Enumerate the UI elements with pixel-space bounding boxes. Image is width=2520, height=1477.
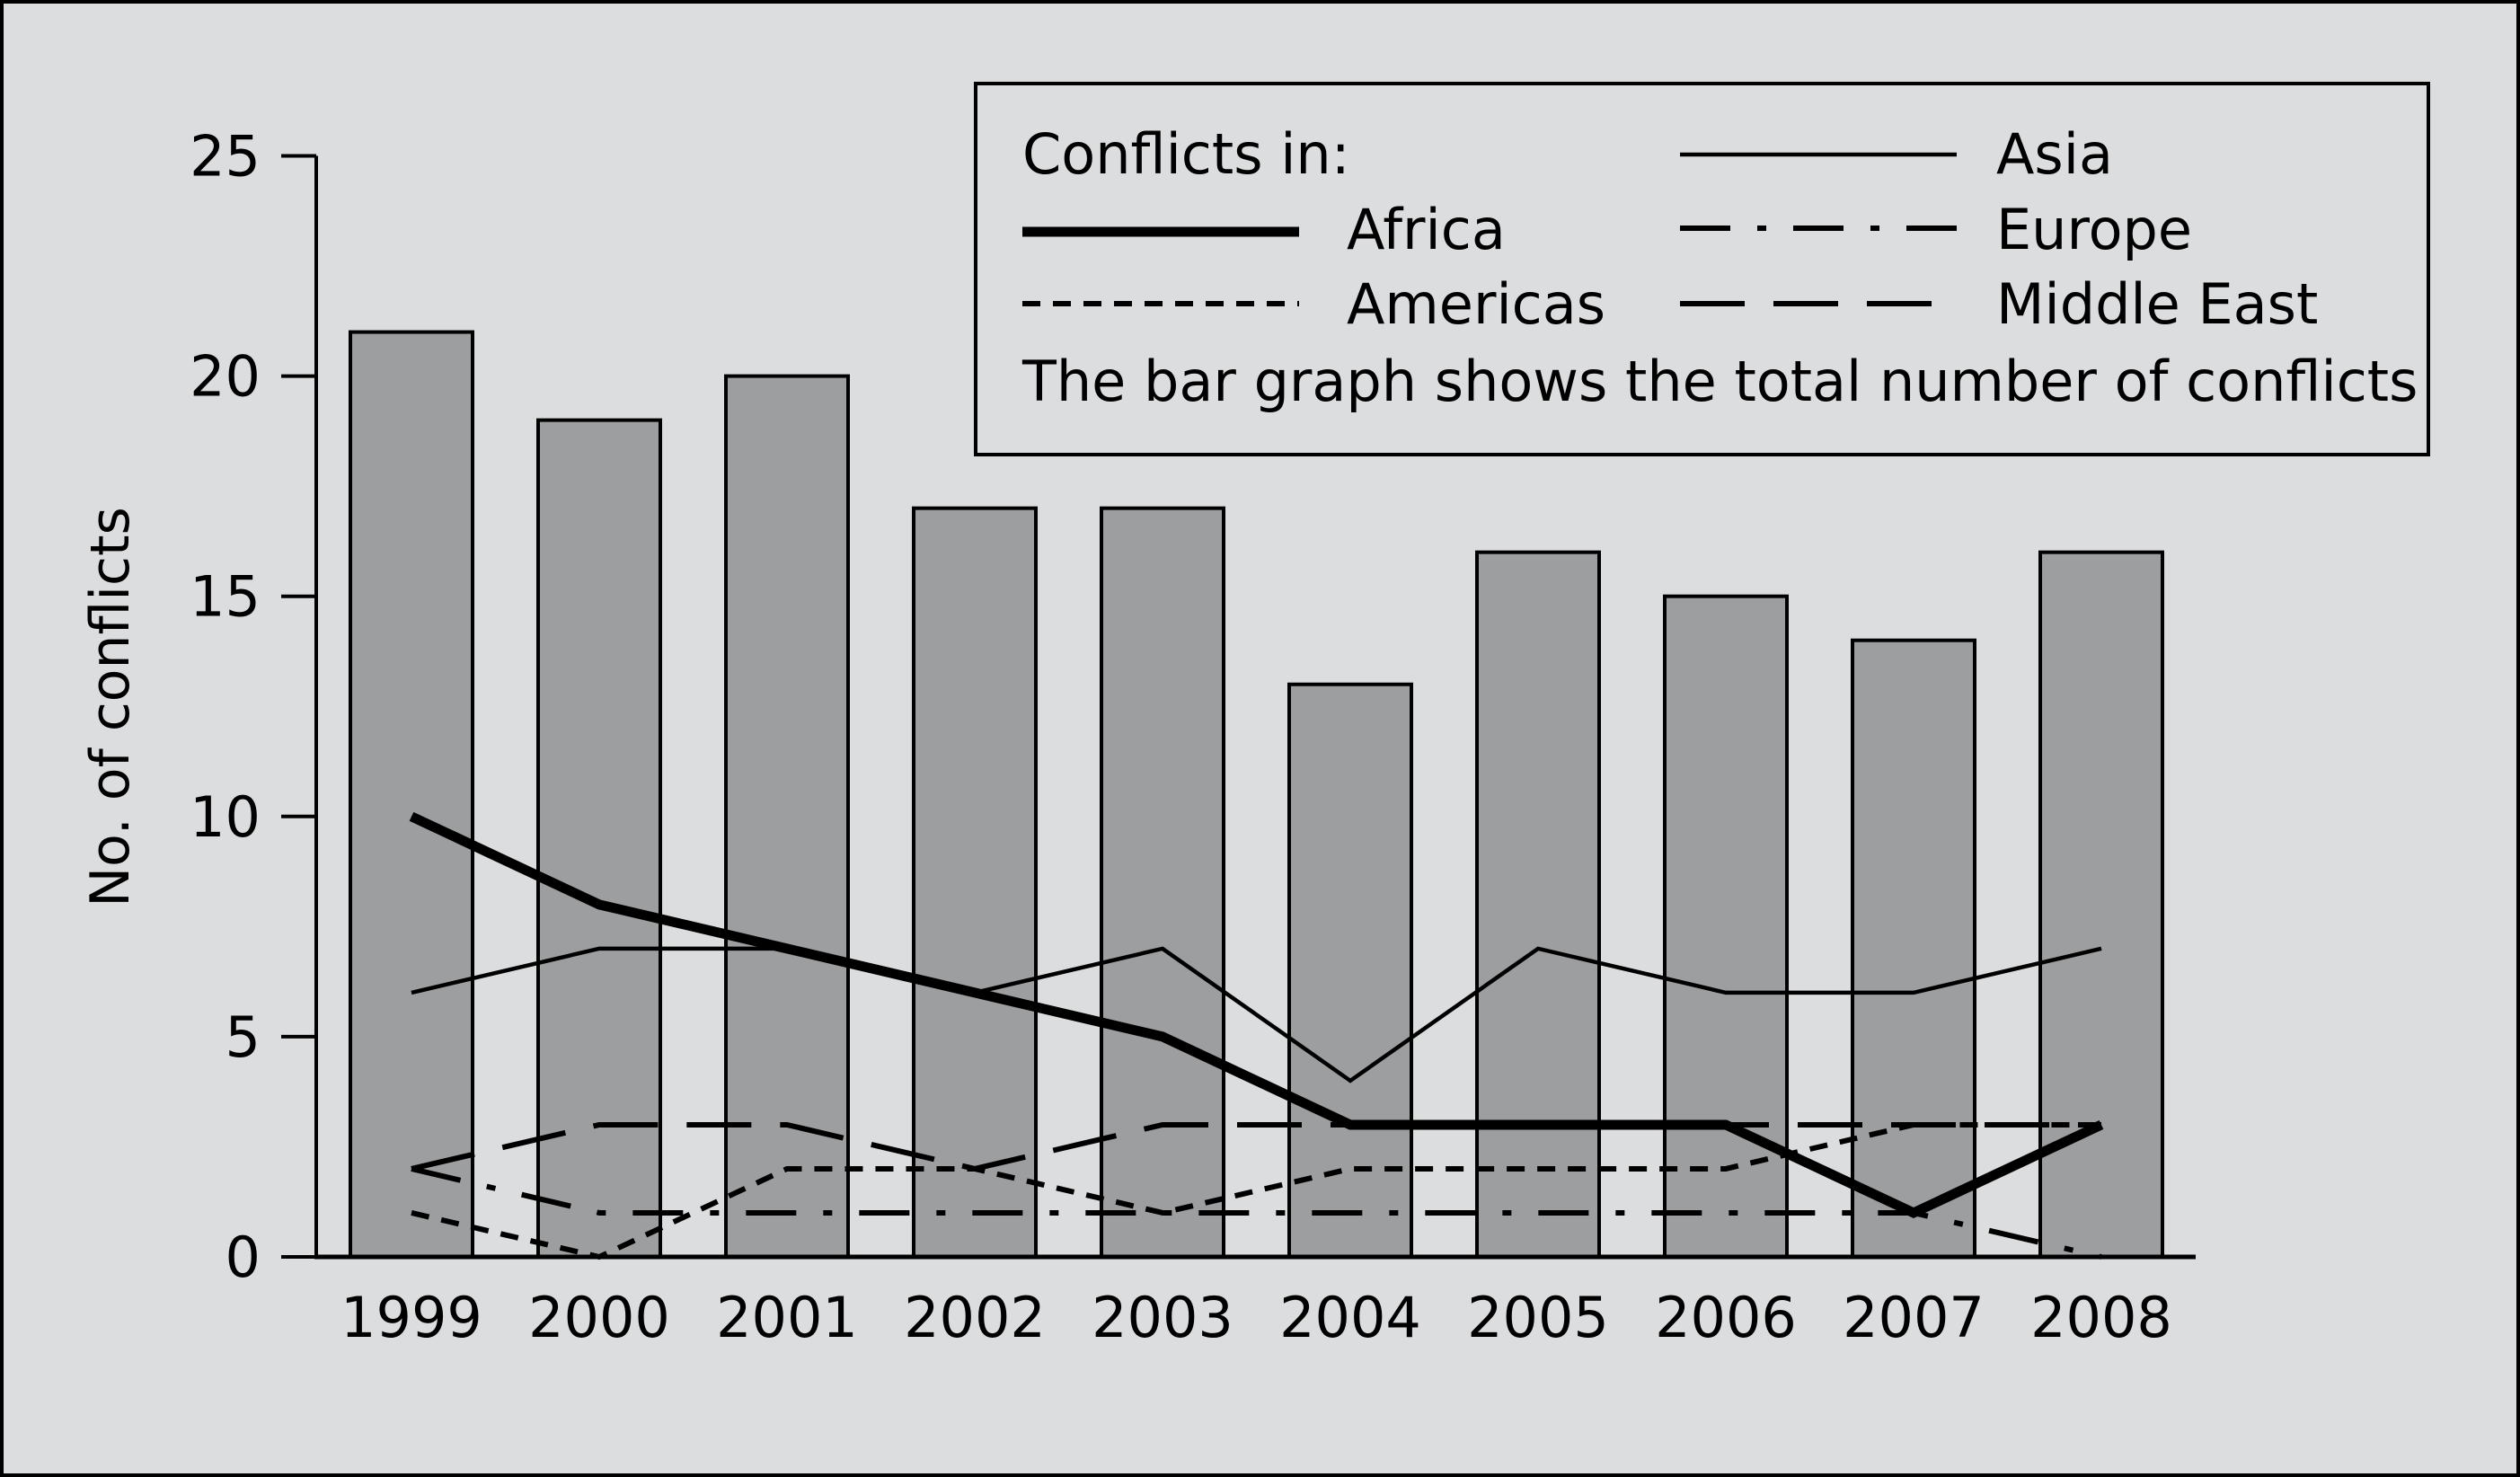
- legend-label-europe: Europe: [1996, 197, 2192, 262]
- bar-1999: [349, 330, 474, 1260]
- y-tick-label: 15: [190, 564, 261, 630]
- legend-label-africa: Africa: [1347, 197, 1506, 262]
- x-tick-label: 2005: [1467, 1285, 1609, 1350]
- legend-label-americas: Americas: [1347, 271, 1605, 337]
- y-tick-label: 20: [190, 344, 261, 410]
- series-line-middle-east: [411, 1121, 2101, 1172]
- bar-2002: [912, 506, 1038, 1259]
- y-tick-label: 10: [190, 784, 261, 850]
- x-tick-label: 2002: [904, 1285, 1046, 1350]
- bar-2005: [1475, 550, 1601, 1259]
- y-tick-label: 0: [225, 1225, 261, 1290]
- legend-label-asia: Asia: [1996, 121, 2113, 187]
- bar-2003: [1100, 506, 1225, 1259]
- y-tick-label: 5: [225, 1004, 261, 1070]
- x-tick-label: 2001: [716, 1285, 858, 1350]
- bar-2000: [536, 418, 662, 1259]
- legend: Conflicts in: The bar graph shows the to…: [974, 82, 2430, 456]
- x-tick-label: 2007: [1843, 1285, 1985, 1350]
- series-line-americas: [411, 1121, 2101, 1260]
- x-tick-label: 2008: [2030, 1285, 2172, 1350]
- x-tick-label: 2004: [1279, 1285, 1421, 1350]
- series-line-africa: [409, 811, 2104, 1219]
- x-tick-label: 2003: [1092, 1285, 1233, 1350]
- series-line-asia: [411, 946, 2102, 1083]
- legend-title: Conflicts in:: [1022, 121, 1350, 187]
- bar-2001: [724, 374, 850, 1260]
- bar-2004: [1287, 682, 1413, 1259]
- legend-box: [974, 82, 2430, 456]
- bar-2007: [1851, 638, 1976, 1259]
- y-axis-label: No. of conflicts: [79, 507, 142, 907]
- x-tick-label: 1999: [340, 1285, 482, 1350]
- bar-2008: [2038, 550, 2164, 1259]
- x-tick-label: 2006: [1655, 1285, 1797, 1350]
- y-tick-label: 25: [190, 124, 261, 190]
- legend-note: The bar graph shows the total number of …: [1021, 349, 2418, 414]
- legend-label-middle-east: Middle East: [1996, 271, 2318, 337]
- bar-2006: [1663, 594, 1789, 1259]
- x-tick-label: 2000: [528, 1285, 670, 1350]
